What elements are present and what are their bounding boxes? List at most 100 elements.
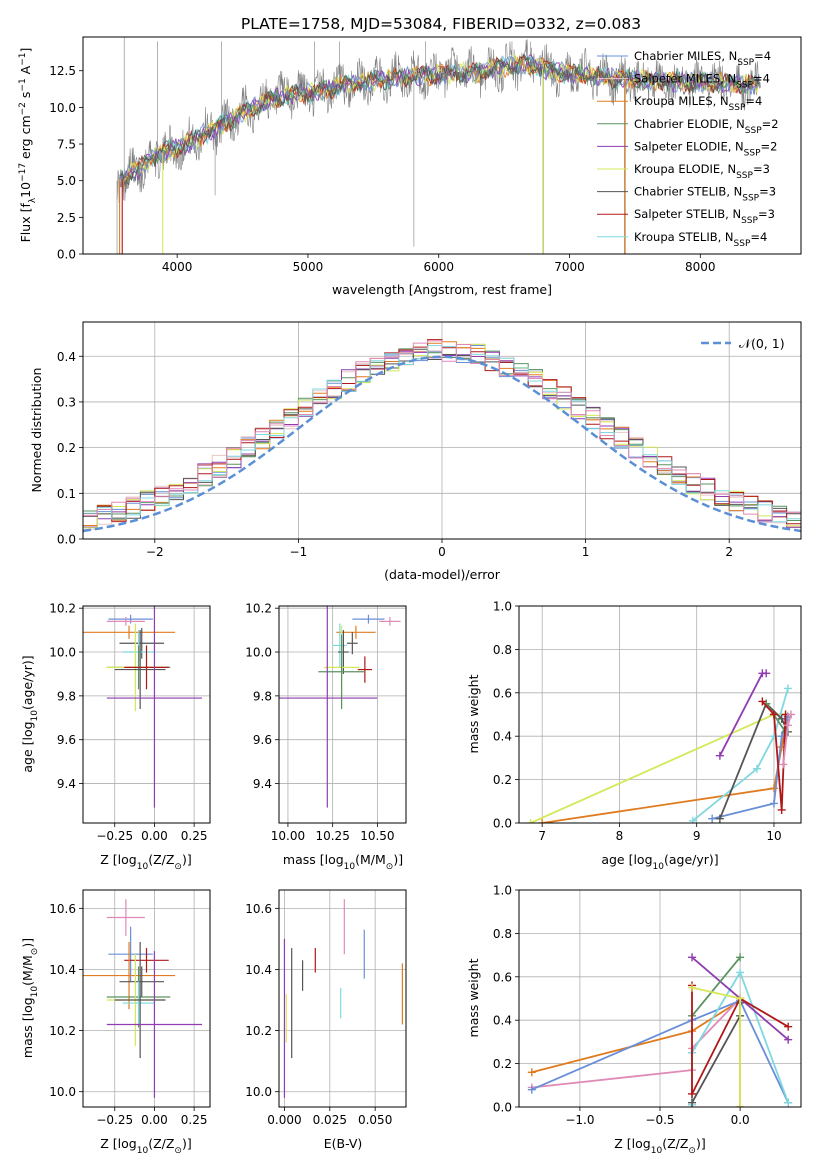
age-metallicity-panel: −0.25 0.00 0.259.49.69.810.010.2Z [log10(Z… [20,602,211,872]
weight-marker [769,799,778,808]
error-bar-point [352,614,385,624]
y-axis-label: age [log10(age/yr)] [20,655,40,772]
label-part: −1 [18,53,28,66]
y-tick-label: 9.6 [57,733,76,747]
weight-series [779,710,795,769]
axes-frame: −0.25 0.00 0.259.49.69.810.010.2Z [log10(Z… [20,602,211,872]
x-tick-label: 10 [766,829,781,843]
weight-marker [758,697,767,706]
gaussian-curve [83,355,801,533]
weight-line [531,997,741,1089]
label-part: )] [20,938,35,948]
plot-area [83,899,203,1098]
label-part: (M/M [355,852,386,867]
y-tick-label: 10.2 [49,1024,76,1038]
weight-marker [688,816,697,823]
x-tick-label: 0.00 [141,1113,168,1127]
weight-series [688,684,792,823]
weight-marker [752,764,761,773]
model-fit-line [119,56,760,190]
label-part: 10 [653,862,665,872]
x-tick-label: 1 [582,545,590,559]
label-part: SSP [729,103,746,113]
label-part: )] [182,852,192,867]
legend-label: Salpeter STELIB, NSSP=3 [634,207,775,226]
x-axis-label: age [log10(age/yr)] [601,852,718,872]
model-fit-line [119,55,760,188]
x-tick-label: −1 [290,545,308,559]
y-tick-label: 0.6 [493,970,512,984]
axes-border [278,605,407,824]
weight-marker [708,814,717,823]
y-tick-label: 10.6 [49,902,76,916]
y-tick-label: 1.0 [493,884,512,898]
plot-area [116,37,761,254]
axes-border [518,605,802,824]
x-tick-label: 2 [725,545,733,559]
label-part: =4 [745,94,762,108]
x-tick-label: 0.025 [313,1113,347,1127]
weight-marker [769,710,778,719]
axes-border [82,36,802,255]
label-part: ⊙ [174,862,182,872]
error-bar-point [83,625,176,639]
label-part: SSP [742,194,759,204]
label-part: Kroupa MILES, N [634,94,729,108]
error-bar-point [357,656,373,683]
error-bar-point [279,606,378,808]
x-tick-label: 0.25 [181,829,208,843]
label-part: −2 [18,102,28,115]
label-part: SSP [736,171,753,181]
y-tick-label: 10.0 [245,1085,272,1099]
x-axis-label: mass [log10(M/M⊙)] [283,852,403,872]
weight-marker [688,983,697,992]
x-tick-label: 4000 [162,260,193,274]
label-part: =2 [761,139,778,153]
label-part: ⊙ [30,948,40,956]
y-tick-label: 10.0 [245,646,272,660]
error-bar-point [318,634,365,710]
x-tick-label: 10.25 [315,829,349,843]
axes-frame: 4000 5000 6000 7000 8000 0.0 2.5 5.0 7.5 10.0 12.5… [18,36,802,297]
legend-label: Salpeter MILES, NSSP=4 [634,72,770,91]
y-tick-label: 0.4 [57,350,76,364]
label-part: =4 [750,230,767,244]
legend: 𝒩(0, 1) [701,336,785,351]
label-part: Z [log [100,1136,136,1151]
x-tick-label: 8000 [685,260,716,274]
weight-line [530,713,786,823]
label-part: 10 [137,1146,149,1156]
error-bar-point [124,948,169,973]
figure-title: PLATE=1758, MJD=53084, FIBERID=0332, z=0… [241,15,641,33]
label-part: ⊙ [174,1146,182,1156]
label-part: 10 [30,710,40,722]
legend-label: Chabrier ELODIE, NSSP=2 [634,117,779,136]
label-part: erg cm [18,115,33,163]
label-part: Salpeter STELIB, N [634,207,741,221]
y-tick-label: 10.6 [245,902,272,916]
y-tick-label: 12.5 [49,64,76,78]
y-tick-label: 9.8 [253,689,272,703]
y-tick-label: 10.0 [49,101,76,115]
y-tick-label: 0.0 [493,1101,512,1115]
weight-line [531,999,741,1107]
error-bar-point [346,632,358,655]
y-axis-label: mass weight [466,958,481,1037]
label-part: −1 [18,78,28,91]
y-tick-label: 1.0 [493,600,512,614]
label-part: (Z/Z [148,1136,174,1151]
legend-label: Kroupa STELIB, NSSP=4 [634,230,767,249]
legend-label: Chabrier MILES, NSSP=4 [634,49,771,68]
age-mass-panel: 10.00 10.25 10.50 9.4 9.6 9.8 10.0 10.2 mass [lo… [245,602,407,872]
y-tick-label: 0.0 [493,817,512,831]
weight-line [542,716,789,823]
x-tick-label: 0.25 [181,1113,208,1127]
x-tick-label: 0.00 [141,829,168,843]
weight-marker [715,751,724,760]
grid-lines [83,890,210,1107]
error-bar-point [106,899,145,936]
x-axis-label: E(B-V) [324,1136,363,1151]
error-bar-point [106,606,203,808]
x-tick-label: −0.25 [96,1113,133,1127]
